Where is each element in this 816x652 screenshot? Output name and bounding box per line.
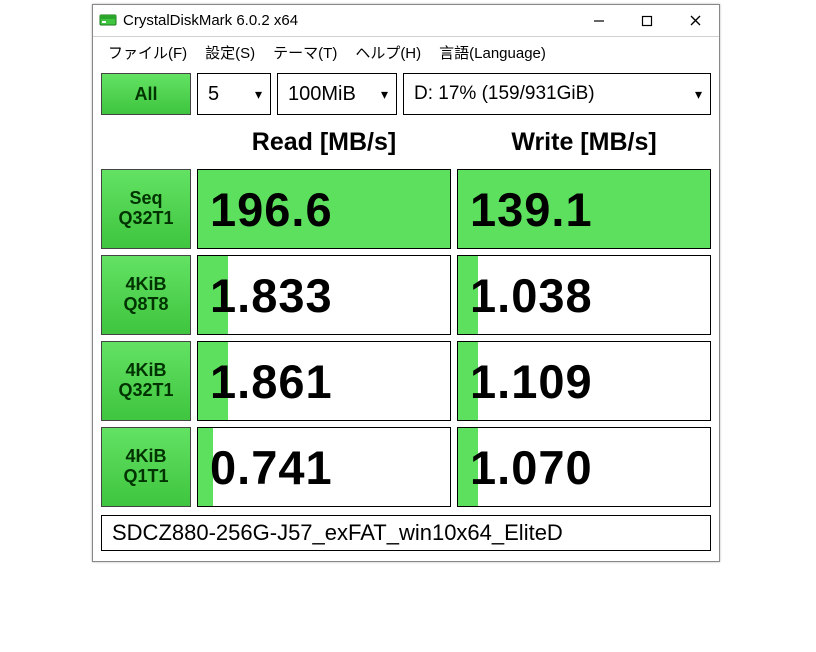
comment-field[interactable]: SDCZ880-256G-J57_exFAT_win10x64_EliteD [101, 515, 711, 551]
test-label-line2: Q8T8 [123, 295, 168, 315]
write-value: 1.038 [457, 255, 711, 335]
write-value: 139.1 [457, 169, 711, 249]
menu-language[interactable]: 言語(Language) [430, 38, 555, 67]
client-area: All 5 ▾ 100MiB ▾ D: 17% (159/931GiB) ▾ R… [93, 67, 719, 561]
menu-settings[interactable]: 設定(S) [196, 38, 264, 67]
test-label-line2: Q32T1 [118, 381, 173, 401]
run-test-button[interactable]: 4KiBQ1T1 [101, 427, 191, 507]
app-window: CrystalDiskMark 6.0.2 x64 ファイル(F) 設定(S) … [92, 4, 720, 562]
run-test-button[interactable]: 4KiBQ8T8 [101, 255, 191, 335]
size-select[interactable]: 100MiB ▾ [277, 73, 397, 115]
test-label-line1: 4KiB [125, 275, 166, 295]
window-title: CrystalDiskMark 6.0.2 x64 [123, 12, 298, 29]
read-value: 1.861 [197, 341, 451, 421]
run-test-button[interactable]: 4KiBQ32T1 [101, 341, 191, 421]
comment-text: SDCZ880-256G-J57_exFAT_win10x64_EliteD [112, 520, 563, 546]
test-label-line1: 4KiB [125, 447, 166, 467]
test-label-line1: Seq [129, 189, 162, 209]
read-value: 0.741 [197, 427, 451, 507]
runs-value: 5 [208, 83, 219, 106]
maximize-button[interactable] [623, 5, 671, 37]
run-all-button[interactable]: All [101, 73, 191, 115]
runs-select[interactable]: 5 ▾ [197, 73, 271, 115]
menubar: ファイル(F) 設定(S) テーマ(T) ヘルプ(H) 言語(Language) [93, 37, 719, 67]
menu-theme[interactable]: テーマ(T) [264, 38, 346, 67]
result-row: SeqQ32T1196.6139.1 [101, 169, 711, 249]
test-label-line2: Q1T1 [123, 467, 168, 487]
drive-select[interactable]: D: 17% (159/931GiB) ▾ [403, 73, 711, 115]
drive-value: D: 17% (159/931GiB) [414, 83, 595, 105]
test-label-line1: 4KiB [125, 361, 166, 381]
size-value: 100MiB [288, 83, 356, 106]
read-value: 196.6 [197, 169, 451, 249]
menu-file[interactable]: ファイル(F) [99, 38, 196, 67]
test-label-line2: Q32T1 [118, 209, 173, 229]
write-value: 1.109 [457, 341, 711, 421]
menu-help[interactable]: ヘルプ(H) [346, 38, 430, 67]
titlebar: CrystalDiskMark 6.0.2 x64 [93, 5, 719, 37]
run-test-button[interactable]: SeqQ32T1 [101, 169, 191, 249]
write-header: Write [MB/s] [457, 128, 711, 157]
read-header: Read [MB/s] [197, 128, 451, 157]
write-value: 1.070 [457, 427, 711, 507]
chevron-down-icon: ▾ [695, 86, 702, 103]
minimize-button[interactable] [575, 5, 623, 37]
chevron-down-icon: ▾ [255, 86, 262, 103]
controls-row: All 5 ▾ 100MiB ▾ D: 17% (159/931GiB) ▾ [101, 73, 711, 115]
close-button[interactable] [671, 5, 719, 37]
result-row: 4KiBQ1T10.7411.070 [101, 427, 711, 507]
read-value: 1.833 [197, 255, 451, 335]
app-icon [99, 12, 117, 30]
result-row: 4KiBQ32T11.8611.109 [101, 341, 711, 421]
chevron-down-icon: ▾ [381, 86, 388, 103]
result-row: 4KiBQ8T81.8331.038 [101, 255, 711, 335]
column-headers: Read [MB/s] Write [MB/s] [101, 121, 711, 163]
footer-row: SDCZ880-256G-J57_exFAT_win10x64_EliteD [101, 515, 711, 551]
